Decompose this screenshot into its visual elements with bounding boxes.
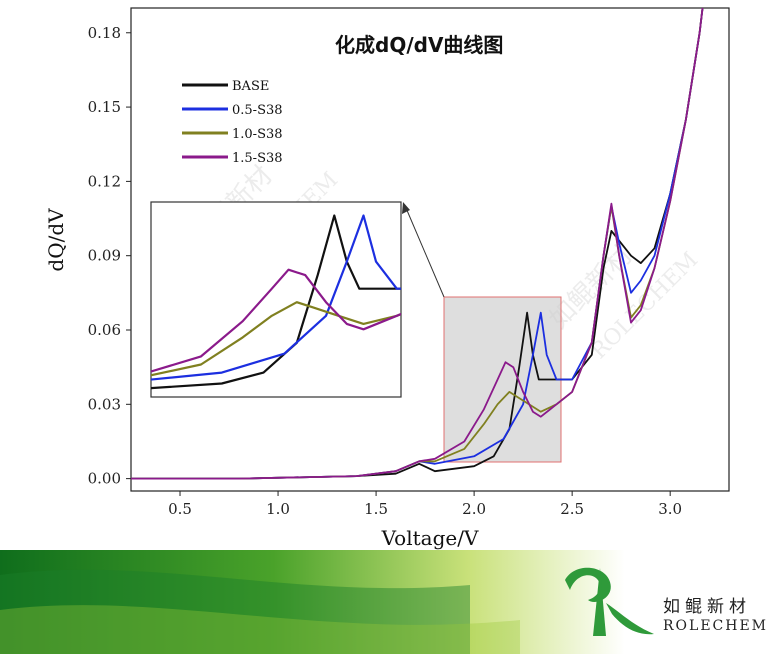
legend-label: BASE (232, 79, 269, 94)
legend-label: 1.0-S38 (232, 127, 283, 142)
x-tick-label: 2.5 (560, 500, 584, 518)
x-tick-label: 0.5 (168, 500, 192, 518)
y-tick-label: 0.03 (88, 395, 121, 413)
y-tick-label: 0.06 (88, 321, 121, 339)
x-tick-label: 1.0 (266, 500, 290, 518)
inset-series-lines (151, 214, 401, 390)
rolechem-logo-icon (565, 567, 654, 636)
brand-banner (0, 550, 781, 654)
y-tick-label: 0.00 (88, 470, 121, 488)
inset-series-line-0-5-s38 (151, 214, 401, 381)
inset-series-line-base (151, 214, 401, 390)
axis-ticks: 0.5 1.0 1.5 2.0 2.5 3.0 0.00 0.03 0.06 0.09 0.12 0.… (88, 24, 683, 518)
inset-series-line-1-0-s38 (151, 301, 401, 377)
legend-label: 0.5-S38 (232, 103, 283, 118)
series-lines (131, 8, 704, 480)
x-tick-label: 2.0 (462, 500, 486, 518)
brand-name-cn: 如鲲新材 (663, 597, 751, 617)
series-line-base (131, 8, 704, 480)
x-tick-label: 3.0 (658, 500, 682, 518)
y-tick-label: 0.18 (88, 24, 121, 42)
inset-series-line-1-5-s38 (151, 268, 401, 373)
brand-name-en: ROLECHEM (663, 618, 769, 634)
legend-label: 1.5-S38 (232, 151, 283, 166)
inset-frame (150, 201, 402, 398)
legend: BASE 0.5-S38 1.0-S38 1.5-S38 (182, 79, 283, 166)
y-tick-label: 0.09 (88, 247, 121, 265)
x-axis-title: Voltage/V (381, 526, 479, 550)
y-axis-title: dQ/dV (44, 208, 68, 272)
chart-title: 化成dQ/dV曲线图 (335, 33, 503, 57)
series-line-1-5-s38 (131, 8, 704, 480)
plot-frame (130, 7, 730, 492)
x-tick-label: 1.5 (364, 500, 388, 518)
y-tick-label: 0.12 (88, 172, 121, 190)
zoom-arrow (402, 202, 445, 298)
y-tick-label: 0.15 (88, 98, 121, 116)
